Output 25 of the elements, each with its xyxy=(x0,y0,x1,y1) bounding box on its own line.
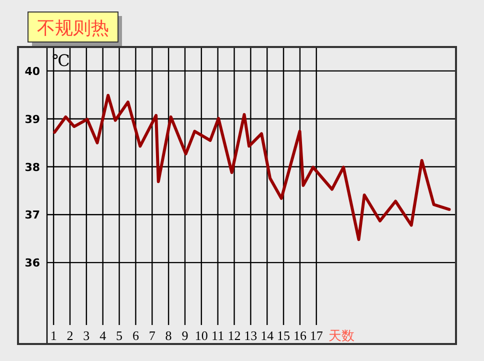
x-tick-label: 12 xyxy=(228,328,241,343)
x-tick-label: 11 xyxy=(212,328,224,343)
x-tick-label: 17 xyxy=(310,328,324,343)
x-tick-label: 13 xyxy=(244,328,258,343)
x-tick-label: 1 xyxy=(50,328,57,343)
chart-title: 不规则热 xyxy=(37,18,109,39)
x-tick-label: 4 xyxy=(100,328,107,343)
x-tick-label: 2 xyxy=(66,328,74,343)
x-tick-label: 8 xyxy=(165,328,172,343)
x-tick-label: 6 xyxy=(132,328,140,343)
y-tick-label: 40 xyxy=(24,64,40,78)
x-axis-title: 天数 xyxy=(328,329,354,344)
x-tick-label: 10 xyxy=(194,328,208,343)
x-tick-label: 16 xyxy=(293,328,307,343)
y-tick-label: 37 xyxy=(24,208,40,222)
x-tick-label: 3 xyxy=(83,328,90,343)
line-series xyxy=(53,94,451,242)
x-tick-label: 9 xyxy=(182,328,188,343)
y-tick-label: 39 xyxy=(24,112,40,126)
x-tick-label: 14 xyxy=(260,328,274,343)
y-tick-label: 36 xyxy=(24,256,40,270)
x-tick-label: 5 xyxy=(116,328,123,343)
x-tick-label: 15 xyxy=(277,328,290,343)
y-tick-label: 38 xyxy=(24,160,40,174)
x-tick-label: 7 xyxy=(148,328,156,343)
